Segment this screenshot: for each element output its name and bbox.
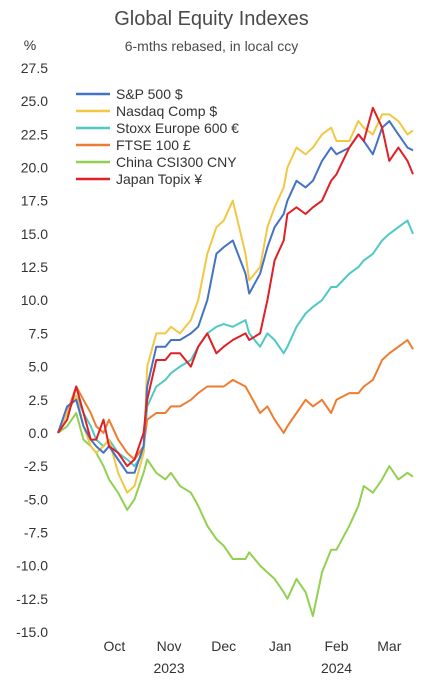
y-tick-label: -7.5 xyxy=(24,524,48,540)
legend: S&P 500 $Nasdaq Comp $Stoxx Europe 600 €… xyxy=(76,86,239,187)
x-axis-ticks: Oct Nov Dec Jan Feb Mar 2023 2024 xyxy=(104,638,402,676)
legend-label: S&P 500 $ xyxy=(116,86,183,102)
y-tick-label: -12.5 xyxy=(16,591,48,607)
legend-label: Nasdaq Comp $ xyxy=(116,103,217,119)
chart-title: Global Equity Indexes xyxy=(114,8,309,30)
y-tick-label: -10.0 xyxy=(16,558,48,574)
series-line-4 xyxy=(57,412,414,618)
x-year-label: 2024 xyxy=(321,660,352,676)
x-tick-label: Mar xyxy=(377,638,401,654)
series-line-0 xyxy=(57,120,414,474)
chart-subtitle: 6-mths rebased, in local ccy xyxy=(124,38,299,54)
y-tick-label: 27.5 xyxy=(21,60,48,76)
y-axis-label: % xyxy=(24,37,36,53)
series-line-1 xyxy=(57,113,414,494)
y-tick-label: 2.5 xyxy=(29,392,49,408)
legend-label: Stoxx Europe 600 € xyxy=(116,120,239,136)
x-tick-label: Feb xyxy=(324,638,348,654)
y-tick-label: 22.5 xyxy=(21,126,48,142)
x-year-label: 2023 xyxy=(153,660,184,676)
series-lines xyxy=(57,106,414,618)
y-tick-label: -2.5 xyxy=(24,458,48,474)
series-line-3 xyxy=(57,339,414,461)
series-line-5 xyxy=(57,106,414,468)
series-line-2 xyxy=(57,219,414,468)
legend-label: Japan Topix ¥ xyxy=(116,171,202,187)
x-tick-label: Oct xyxy=(104,638,126,654)
y-axis-ticks: 27.5 25.0 22.5 20.0 17.5 15.0 12.5 10.0 7.5 5.0 2.… xyxy=(16,60,48,640)
y-tick-label: 17.5 xyxy=(21,193,48,209)
legend-label: FTSE 100 £ xyxy=(116,137,191,153)
y-tick-label: 25.0 xyxy=(21,93,48,109)
y-tick-label: 12.5 xyxy=(21,259,48,275)
y-tick-label: -15.0 xyxy=(16,624,48,640)
x-tick-label: Dec xyxy=(211,638,236,654)
y-tick-label: 7.5 xyxy=(29,325,49,341)
y-tick-label: 0.0 xyxy=(29,425,49,441)
y-tick-label: 10.0 xyxy=(21,292,48,308)
x-tick-label: Jan xyxy=(269,638,292,654)
y-tick-label: 20.0 xyxy=(21,160,48,176)
legend-label: China CSI300 CNY xyxy=(116,154,237,170)
y-tick-label: 5.0 xyxy=(29,359,49,375)
y-tick-label: 15.0 xyxy=(21,226,48,242)
y-tick-label: -5.0 xyxy=(24,491,48,507)
x-tick-label: Nov xyxy=(157,638,182,654)
